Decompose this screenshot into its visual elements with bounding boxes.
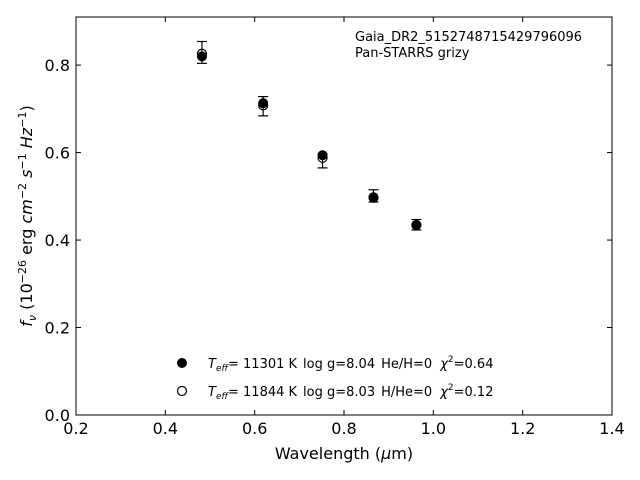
open-marker-2 (317, 152, 328, 163)
filled-marker-0 (196, 51, 207, 62)
filled-marker-2 (317, 150, 328, 161)
annotation-survey: Pan-STARRS grizy (355, 46, 470, 61)
open-marker-0 (196, 48, 208, 59)
x-tick-labels: 0.2 0.4 0.6 0.8 1.0 1.2 1.4 (63, 419, 624, 438)
open-marker-1 (258, 100, 269, 111)
error-bars (196, 40, 422, 231)
x-tick-label-0: 0.2 (63, 419, 88, 438)
y-tick-label-1: 0.2 (45, 319, 70, 338)
x-tick-label-4: 1.0 (421, 419, 446, 438)
x-axis-label: Wavelength (μm) (275, 444, 413, 463)
y-tick-labels: 0.0 0.2 0.4 0.6 0.8 (45, 56, 70, 425)
x-tick-label-2: 0.6 (242, 419, 267, 438)
legend-marker-open (176, 385, 188, 397)
x-tick-label-3: 0.8 (331, 419, 356, 438)
y-axis-label: fν (10−26 erg cm−2 s−1 Hz−1) (16, 105, 39, 326)
x-tick-label-5: 1.2 (510, 419, 535, 438)
x-tick-label-6: 1.4 (599, 419, 624, 438)
legend-marker-filled (177, 358, 187, 368)
open-marker-4 (411, 220, 422, 231)
y-tick-label-0: 0.0 (45, 406, 70, 425)
y-tick-label-4: 0.8 (45, 56, 70, 75)
filled-marker-1 (258, 98, 269, 109)
data-markers (196, 48, 422, 231)
annotation-object-id: Gaia_DR2_5152748715429796096 (355, 30, 582, 45)
y-tick-label-2: 0.4 (45, 231, 70, 250)
axis-ticks (75, 17, 613, 416)
y-tick-label-3: 0.6 (45, 144, 70, 163)
open-marker-3 (368, 192, 379, 203)
x-tick-label-1: 0.4 (153, 419, 178, 438)
plot-frame (75, 16, 613, 416)
